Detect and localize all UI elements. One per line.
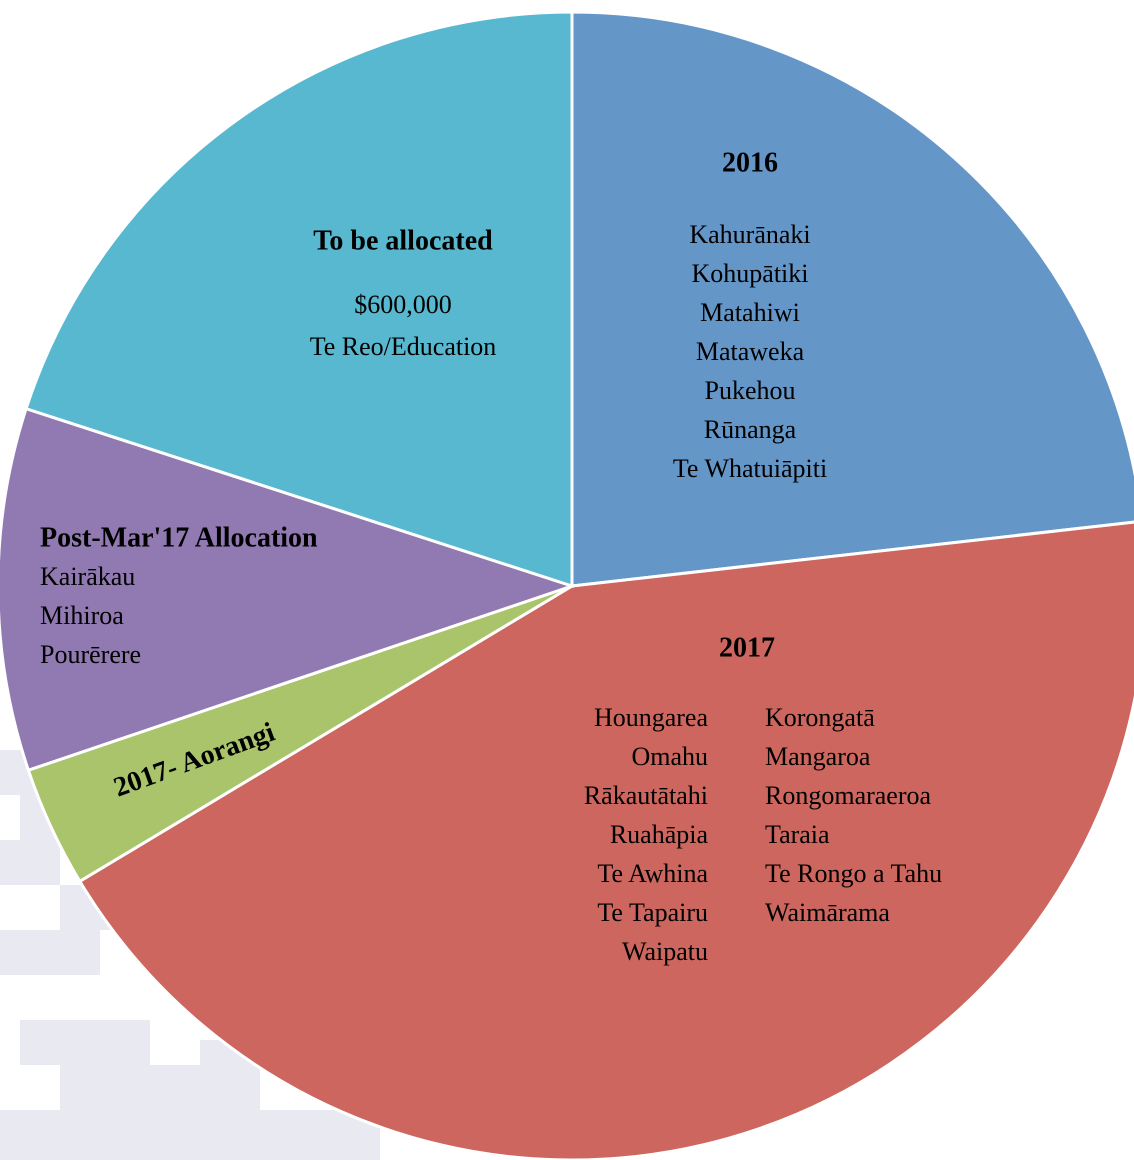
pie-slice	[24, 10, 574, 589]
slice-label: 2017	[719, 632, 775, 663]
slice-label: Post-Mar'17 Allocation	[40, 522, 318, 553]
slice-detail: Matahiwi	[700, 298, 800, 327]
slice-detail: Te Reo/Education	[310, 332, 497, 361]
slice-detail: $600,000	[354, 290, 452, 319]
slice-detail: Waipatu	[622, 937, 708, 966]
slice-detail: Kahurānaki	[689, 220, 810, 249]
slice-detail: Te Whatuiāpiti	[673, 454, 827, 483]
slice-detail: Rākautātahi	[584, 781, 708, 810]
slice-detail: Waimārama	[765, 898, 890, 927]
pie-slice	[0, 406, 577, 773]
slice-detail: Pukehou	[705, 376, 796, 405]
slice-detail: Pourērere	[40, 640, 141, 669]
slice-detail: Te Awhina	[597, 859, 708, 888]
slice-detail: Korongatā	[765, 703, 875, 732]
slice-detail: Mihiroa	[40, 601, 124, 630]
slice-detail: Ruahāpia	[610, 820, 709, 849]
slice-detail: Kohupātiki	[692, 259, 809, 288]
slice-detail: Te Rongo a Tahu	[765, 859, 942, 888]
slice-detail: Te Tapairu	[597, 898, 708, 927]
pie-slice	[77, 520, 1134, 1160]
pie-slice	[570, 10, 1134, 588]
slice-detail: Mangaroa	[765, 742, 871, 771]
slice-detail: Omahu	[631, 742, 708, 771]
slice-detail: Rongomaraeroa	[765, 781, 932, 810]
slice-label: To be allocated	[313, 225, 493, 256]
slice-detail: Kairākau	[40, 562, 135, 591]
pie	[0, 10, 1134, 1160]
slice-detail: Mataweka	[696, 337, 805, 366]
slice-detail: Rūnanga	[704, 415, 797, 444]
slice-label: 2016	[722, 147, 778, 178]
slice-detail: Houngarea	[594, 703, 709, 732]
slice-detail: Taraia	[765, 820, 830, 849]
